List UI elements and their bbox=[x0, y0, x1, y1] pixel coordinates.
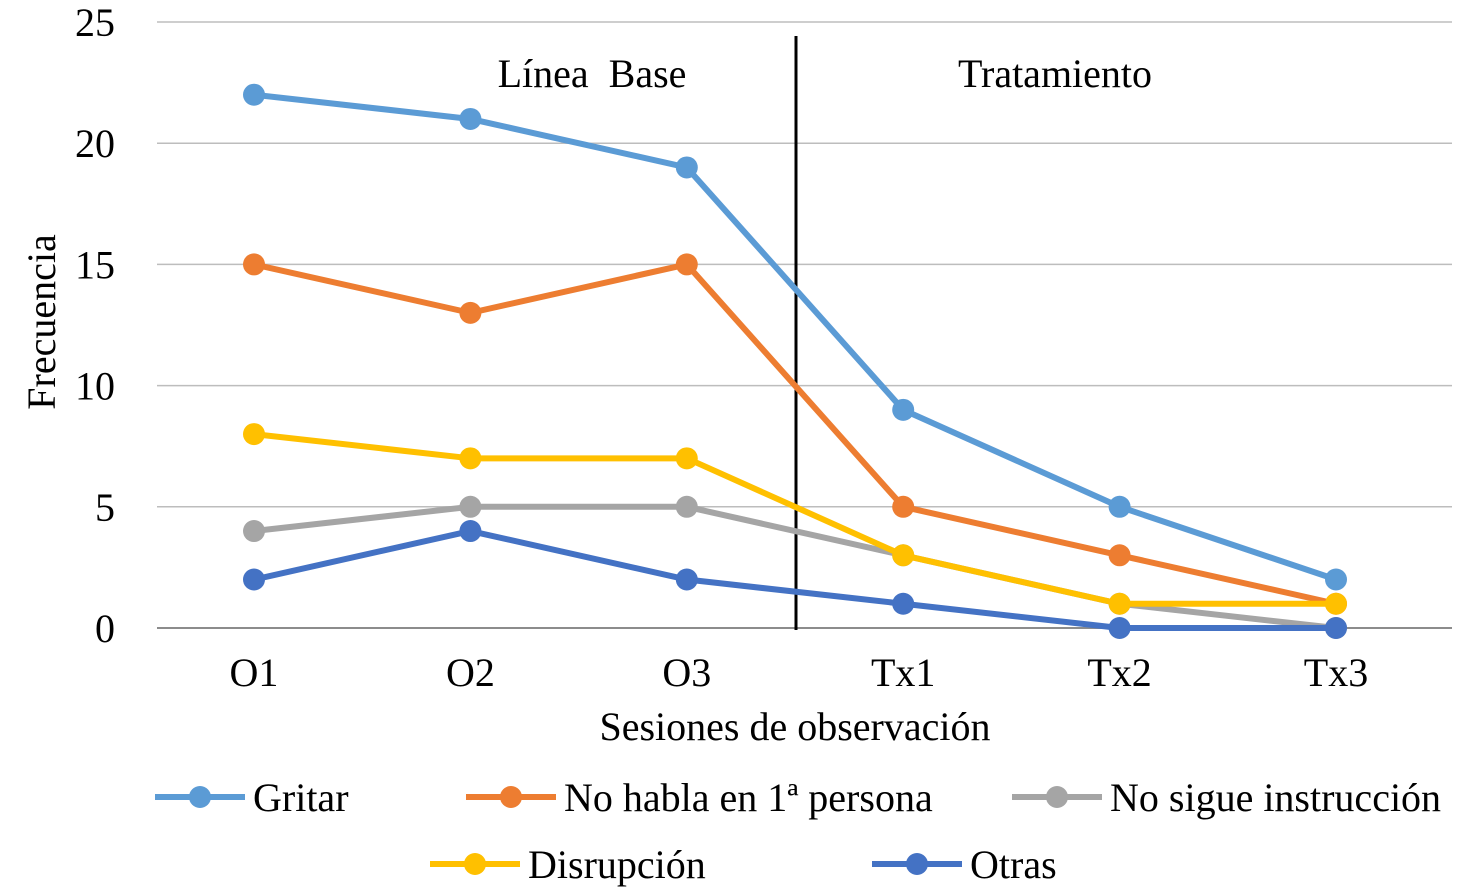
series-line bbox=[253, 503, 1337, 631]
data-point bbox=[459, 301, 482, 324]
data-point bbox=[675, 495, 698, 518]
annotation-baseline: Línea Base bbox=[498, 51, 687, 96]
data-point bbox=[1325, 617, 1347, 639]
data-point bbox=[892, 495, 915, 518]
y-tick-label: 15 bbox=[75, 242, 115, 287]
x-axis-title: Sesiones de observación bbox=[599, 704, 990, 749]
y-axis-title: Frecuencia bbox=[19, 234, 64, 410]
legend-label: Disrupción bbox=[528, 842, 706, 887]
series-line bbox=[253, 91, 1337, 583]
y-tick-label: 0 bbox=[95, 606, 115, 651]
data-point bbox=[892, 398, 915, 421]
data-point bbox=[243, 520, 265, 543]
data-point bbox=[459, 447, 482, 470]
data-point bbox=[675, 253, 698, 276]
data-point bbox=[1325, 592, 1347, 615]
series-lines bbox=[243, 83, 1347, 639]
legend-item: Gritar bbox=[155, 775, 349, 820]
legend-swatch-marker bbox=[189, 786, 211, 808]
data-point bbox=[675, 156, 698, 179]
legend-label: Otras bbox=[970, 842, 1057, 887]
y-axis-ticks: 0 5 10 15 20 25 bbox=[75, 0, 115, 651]
data-point bbox=[1108, 495, 1131, 518]
legend-item: No habla en 1ª persona bbox=[466, 775, 933, 820]
data-point bbox=[892, 592, 915, 615]
data-point bbox=[1325, 568, 1347, 591]
data-point bbox=[675, 568, 698, 591]
data-point bbox=[459, 495, 482, 518]
legend-item: No sigue instrucción bbox=[1012, 775, 1441, 820]
x-tick-label: Tx3 bbox=[1304, 650, 1368, 695]
data-point bbox=[243, 83, 265, 106]
x-axis-ticks: O1 O2 O3 Tx1 Tx2 Tx3 bbox=[230, 650, 1369, 695]
x-tick-label: O1 bbox=[230, 650, 279, 695]
legend-swatch-marker bbox=[1046, 786, 1068, 808]
gridlines bbox=[157, 21, 1452, 629]
data-point bbox=[459, 107, 482, 130]
y-tick-label: 10 bbox=[75, 364, 115, 409]
series-line bbox=[253, 261, 1337, 607]
series-3 bbox=[243, 423, 1347, 615]
x-tick-label: O3 bbox=[662, 650, 711, 695]
legend-label: No sigue instrucción bbox=[1110, 775, 1441, 820]
data-point bbox=[1108, 544, 1131, 567]
legend-swatch-marker bbox=[906, 853, 928, 875]
data-point bbox=[243, 253, 265, 276]
data-point bbox=[243, 423, 265, 446]
legend-label: Gritar bbox=[253, 775, 349, 820]
series-line bbox=[253, 431, 1336, 607]
legend-item: Otras bbox=[872, 842, 1057, 887]
data-point bbox=[1108, 592, 1131, 615]
legend-item: Disrupción bbox=[430, 842, 706, 887]
y-tick-label: 20 bbox=[75, 121, 115, 166]
legend-label: No habla en 1ª persona bbox=[564, 775, 933, 820]
legend-swatch-marker bbox=[500, 786, 522, 808]
series-line bbox=[253, 528, 1336, 631]
x-tick-label: Tx1 bbox=[871, 650, 935, 695]
series-4 bbox=[243, 520, 1347, 639]
x-tick-label: Tx2 bbox=[1087, 650, 1151, 695]
annotation-treatment: Tratamiento bbox=[958, 51, 1152, 96]
series-0 bbox=[243, 83, 1347, 591]
data-point bbox=[459, 520, 482, 543]
legend-swatch-marker bbox=[464, 853, 486, 875]
legend: Gritar No habla en 1ª persona No sigue ins… bbox=[155, 775, 1441, 887]
data-point bbox=[892, 544, 915, 567]
data-point bbox=[675, 447, 698, 470]
data-point bbox=[1108, 617, 1131, 639]
y-tick-label: 25 bbox=[75, 0, 115, 45]
x-tick-label: O2 bbox=[446, 650, 495, 695]
y-tick-label: 5 bbox=[95, 485, 115, 530]
data-point bbox=[243, 568, 265, 591]
